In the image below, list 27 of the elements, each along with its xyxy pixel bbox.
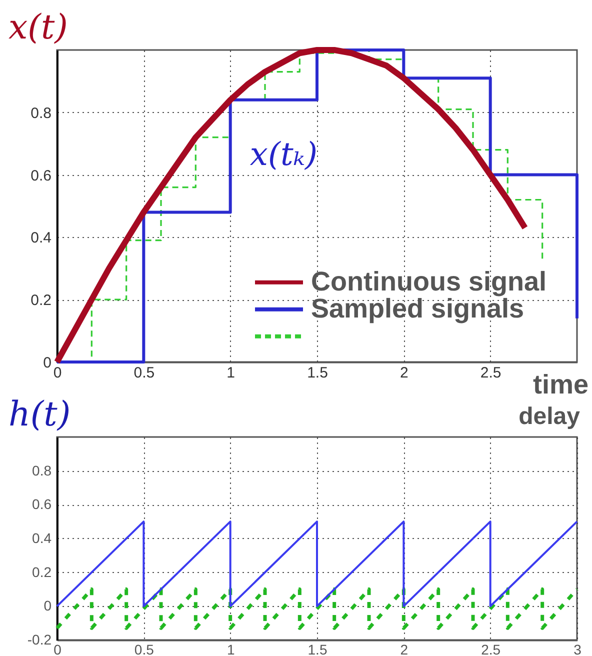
x-tick-label: 1 [226,364,236,382]
x-tick-label: 2.5 [481,642,501,656]
y-axis-title: h(t) [8,394,71,434]
y-tick-label: 0.2 [32,564,52,580]
x-tick-label: 1.5 [308,642,328,656]
x-axis-title: time [532,370,588,400]
y-tick-label: 0.4 [32,530,52,546]
x-tick-label: 3 [574,642,582,656]
y-tick-label: 0.8 [30,104,52,122]
annotation: x(tₖ) [250,135,318,174]
x-tick-label: 2 [400,642,408,656]
x-tick-label: 2 [400,364,408,382]
y-tick-label: 0.6 [30,167,52,184]
y-tick-label: 0.2 [30,292,52,310]
y-axis-title: x(t) [8,8,68,48]
y-tick-label: 0.8 [32,462,52,478]
x-tick-label: 0.5 [134,642,154,656]
y-tick-label: 0.4 [30,230,52,247]
x-tick-label: 2.5 [480,364,502,382]
y-tick-label: -0.2 [27,632,52,648]
y-tick-label: 0.6 [32,496,52,512]
x-tick-label: 1 [226,642,235,656]
y-tick-label: 0 [44,598,52,614]
x-tick-label: 0.5 [134,364,155,382]
x-tick-label: 0 [54,642,62,656]
x-tick-label: 1.5 [307,364,328,382]
text: delay [518,403,581,430]
